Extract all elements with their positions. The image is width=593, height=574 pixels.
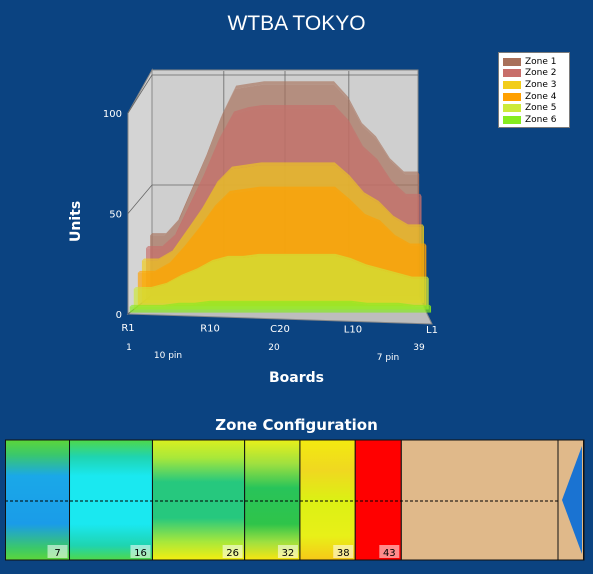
legend-swatch [503, 57, 521, 66]
legend-label: Zone 3 [525, 79, 557, 90]
zone-end-label: 16 [134, 548, 147, 559]
zone-end-label: 32 [282, 548, 295, 559]
zone-label-box [379, 545, 400, 558]
legend-label: Zone 6 [525, 114, 557, 125]
zone-end-label: 38 [337, 548, 350, 559]
legend-label: Zone 4 [525, 91, 557, 102]
y-axis-label: Units [68, 200, 84, 242]
legend-item: Zone 3 [503, 79, 569, 91]
grid-line [127, 74, 153, 114]
zone-configuration-title: Zone Configuration [215, 416, 378, 434]
legend-label: Zone 1 [525, 56, 557, 67]
x-tick-label: R10 [200, 324, 220, 335]
legend-label: Zone 2 [525, 68, 557, 79]
y-tick-label: 50 [109, 210, 122, 221]
series-zone-5 [133, 253, 429, 310]
zone-label-box [130, 545, 151, 558]
board-number-label: 1 [126, 343, 132, 353]
zone-1-segment [5, 439, 71, 561]
series-front-face [133, 255, 429, 310]
zone-4-segment [244, 439, 301, 561]
legend-item: Zone 1 [503, 56, 569, 68]
legend-item: Zone 5 [503, 102, 569, 114]
legend-swatch [503, 104, 521, 113]
legend-swatch [503, 80, 521, 89]
legend-label: Zone 5 [525, 103, 557, 114]
legend: Zone 1 Zone 2 Zone 3 Zone 4 Zone 5 Zone 6 [498, 52, 570, 128]
x-tick-label: C20 [270, 324, 290, 335]
legend-item: Zone 2 [503, 68, 569, 80]
legend-swatch [503, 69, 521, 78]
pin-deck-triangle-icon [562, 446, 582, 554]
zone-6-segment [354, 439, 402, 561]
zone-configuration-bar: 7 16 26 32 38 43 [5, 439, 585, 561]
pin-label: 10 pin [154, 351, 182, 361]
y-tick-label: 100 [103, 109, 122, 120]
x-tick-label: L1 [426, 325, 438, 336]
series-front-face [129, 302, 432, 313]
zone-label-box [277, 545, 298, 558]
zone-label-box [47, 545, 68, 558]
series-top-surface [129, 300, 432, 307]
series-side-face [427, 276, 429, 310]
zone-end-label: 7 [54, 548, 60, 559]
lane-dry-area [400, 439, 559, 561]
legend-swatch [503, 92, 521, 101]
zone-5-segment [299, 439, 356, 561]
zone-end-label: 43 [383, 548, 396, 559]
legend-swatch [503, 115, 521, 124]
chart-title: WTBA TOKYO [227, 12, 366, 35]
zone-label-box [222, 545, 243, 558]
zone-end-label: 26 [226, 548, 239, 559]
pin-label: 7 pin [377, 353, 400, 363]
x-tick-label: R1 [121, 323, 134, 334]
zone-2-segment [69, 439, 153, 561]
chart-3d-area: 0 50 100 R1 R10 C20 L10 L1 1 20 39 10 pin 7 pin [103, 68, 438, 363]
zone-label-box [333, 545, 354, 558]
series-side-face [429, 304, 432, 313]
series-zone-6 [129, 300, 432, 313]
legend-item: Zone 6 [503, 114, 569, 126]
y-tick-label: 0 [116, 310, 122, 321]
x-axis-label: Boards [269, 370, 324, 386]
legend-item: Zone 4 [503, 91, 569, 103]
grid-line [127, 184, 153, 214]
zone-3-segment [151, 439, 246, 561]
board-number-label: 39 [413, 343, 425, 353]
series-top-surface [133, 253, 429, 289]
zone-bar-border [5, 439, 584, 561]
x-tick-label: L10 [344, 325, 362, 336]
board-number-label: 20 [268, 343, 280, 353]
